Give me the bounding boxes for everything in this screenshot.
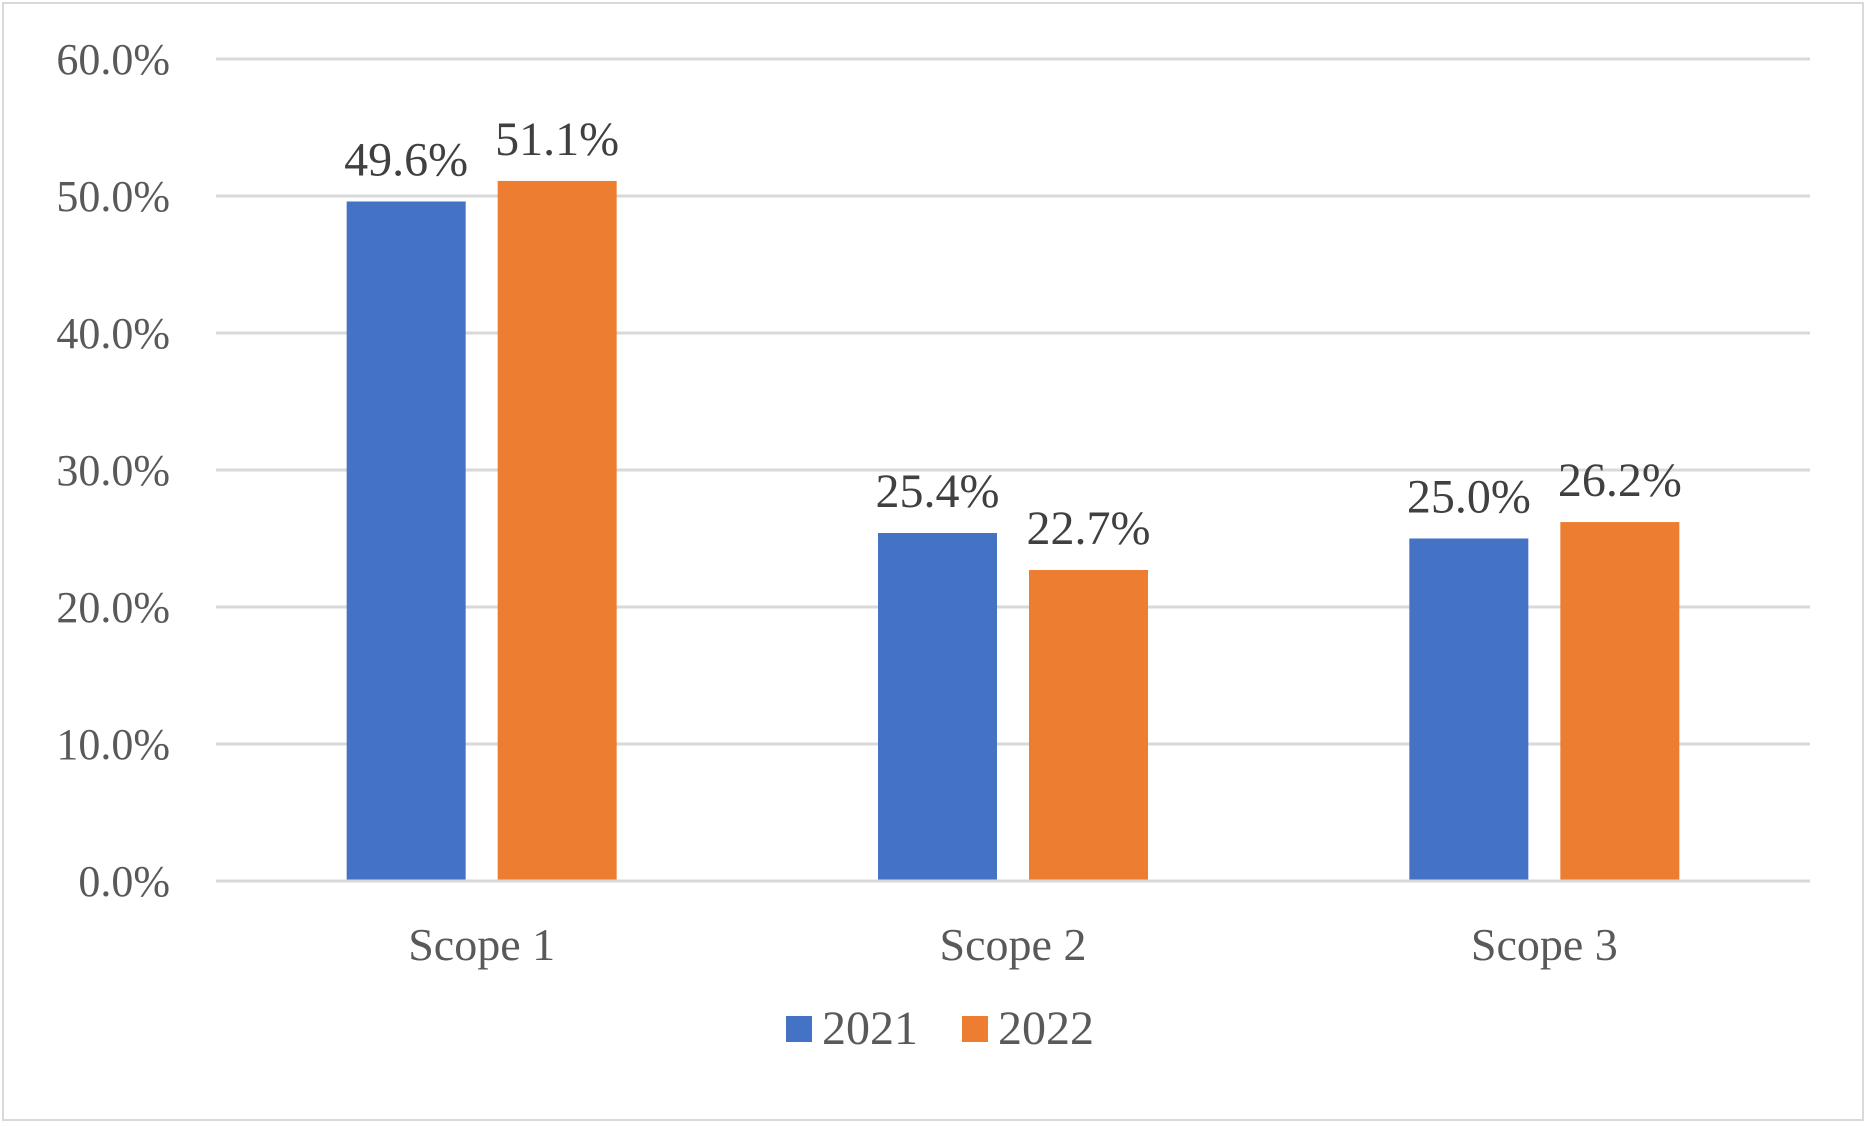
x-tick-label: Scope 2 — [940, 919, 1087, 970]
data-label: 25.4% — [876, 465, 1000, 518]
data-label: 51.1% — [495, 113, 619, 166]
legend-swatch-2022 — [962, 1016, 988, 1042]
bar-2022-0 — [497, 180, 617, 881]
legend-label: 2022 — [998, 1002, 1094, 1055]
data-label: 49.6% — [344, 133, 468, 186]
bar-2021-1 — [878, 533, 997, 881]
y-tick-label: 10.0% — [56, 720, 170, 769]
data-label: 25.0% — [1407, 471, 1531, 524]
bar-2021-2 — [1409, 538, 1529, 881]
y-tick-label: 40.0% — [56, 309, 170, 358]
y-tick-label: 60.0% — [56, 35, 170, 84]
bar-2022-2 — [1560, 522, 1680, 881]
data-label: 26.2% — [1558, 454, 1682, 507]
y-tick-label: 50.0% — [56, 172, 170, 221]
legend-label: 2021 — [822, 1002, 918, 1055]
bar-2022-1 — [1029, 570, 1148, 881]
data-label: 22.7% — [1027, 502, 1151, 555]
y-tick-label: 0.0% — [78, 857, 170, 906]
legend-swatch-2021 — [786, 1016, 812, 1042]
y-tick-label: 30.0% — [56, 446, 170, 495]
x-tick-label: Scope 3 — [1471, 919, 1618, 970]
bar-2021-0 — [346, 201, 466, 882]
x-tick-label: Scope 1 — [408, 919, 555, 970]
y-tick-label: 20.0% — [56, 583, 170, 632]
